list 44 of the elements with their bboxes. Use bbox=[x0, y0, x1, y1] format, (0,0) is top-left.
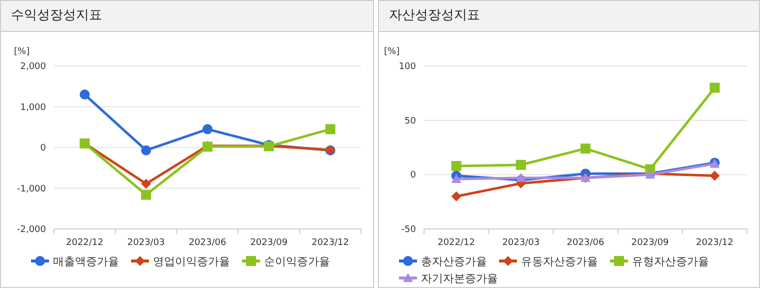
x-tick-label: 2023/12 bbox=[696, 238, 734, 248]
y-tick-label: 50 bbox=[404, 116, 416, 126]
y-tick-label: 2,000 bbox=[20, 62, 46, 72]
y-axis-title: [%] bbox=[384, 47, 400, 57]
point bbox=[80, 90, 90, 100]
x-tick-label: 2022/12 bbox=[438, 238, 475, 248]
y-tick-label: 0 bbox=[40, 144, 46, 154]
legend-label: 총자산증가율 bbox=[421, 255, 487, 268]
legend-label: 순이익증가율 bbox=[264, 255, 330, 268]
point bbox=[516, 172, 526, 182]
y-axis-title: [%] bbox=[14, 47, 30, 57]
point bbox=[710, 82, 720, 93]
point bbox=[325, 124, 336, 134]
point bbox=[451, 191, 462, 202]
x-tick-label: 2022/12 bbox=[66, 238, 104, 248]
x-tick-label: 2023/12 bbox=[312, 238, 349, 248]
x-tick-label: 2023/06 bbox=[566, 238, 604, 248]
point bbox=[451, 174, 462, 184]
point bbox=[141, 145, 152, 156]
y-tick-label: 100 bbox=[398, 62, 416, 72]
y-tick-label: -1,000 bbox=[16, 184, 46, 194]
y-tick-label: 1,000 bbox=[20, 102, 46, 113]
y-tick-label: -50 bbox=[401, 225, 416, 235]
point bbox=[580, 144, 590, 154]
chart-title: 자산성장성지표 bbox=[379, 1, 759, 32]
point bbox=[141, 190, 152, 200]
point bbox=[451, 160, 462, 171]
x-tick-label: 2023/03 bbox=[502, 238, 540, 248]
x-tick-label: 2023/09 bbox=[631, 238, 670, 248]
x-tick-label: 2023/03 bbox=[127, 238, 165, 248]
legend-label: 자기자본증가율 bbox=[421, 272, 498, 285]
legend-label: 유동자산증가율 bbox=[521, 255, 598, 268]
chart-title: 수익성장성지표 bbox=[1, 1, 373, 32]
point bbox=[710, 170, 720, 181]
legend-label: 영업이익증가율 bbox=[153, 255, 230, 268]
x-tick-label: 2023/06 bbox=[188, 238, 226, 248]
y-tick-label: 0 bbox=[410, 170, 416, 181]
legend-label: 유형자산증가율 bbox=[632, 255, 709, 268]
point bbox=[141, 178, 152, 189]
y-tick-label: -2,000 bbox=[16, 225, 46, 235]
point bbox=[202, 124, 212, 134]
legend-label: 매출액증가율 bbox=[53, 255, 119, 268]
x-tick-label: 2023/09 bbox=[250, 238, 288, 248]
point bbox=[516, 160, 526, 170]
